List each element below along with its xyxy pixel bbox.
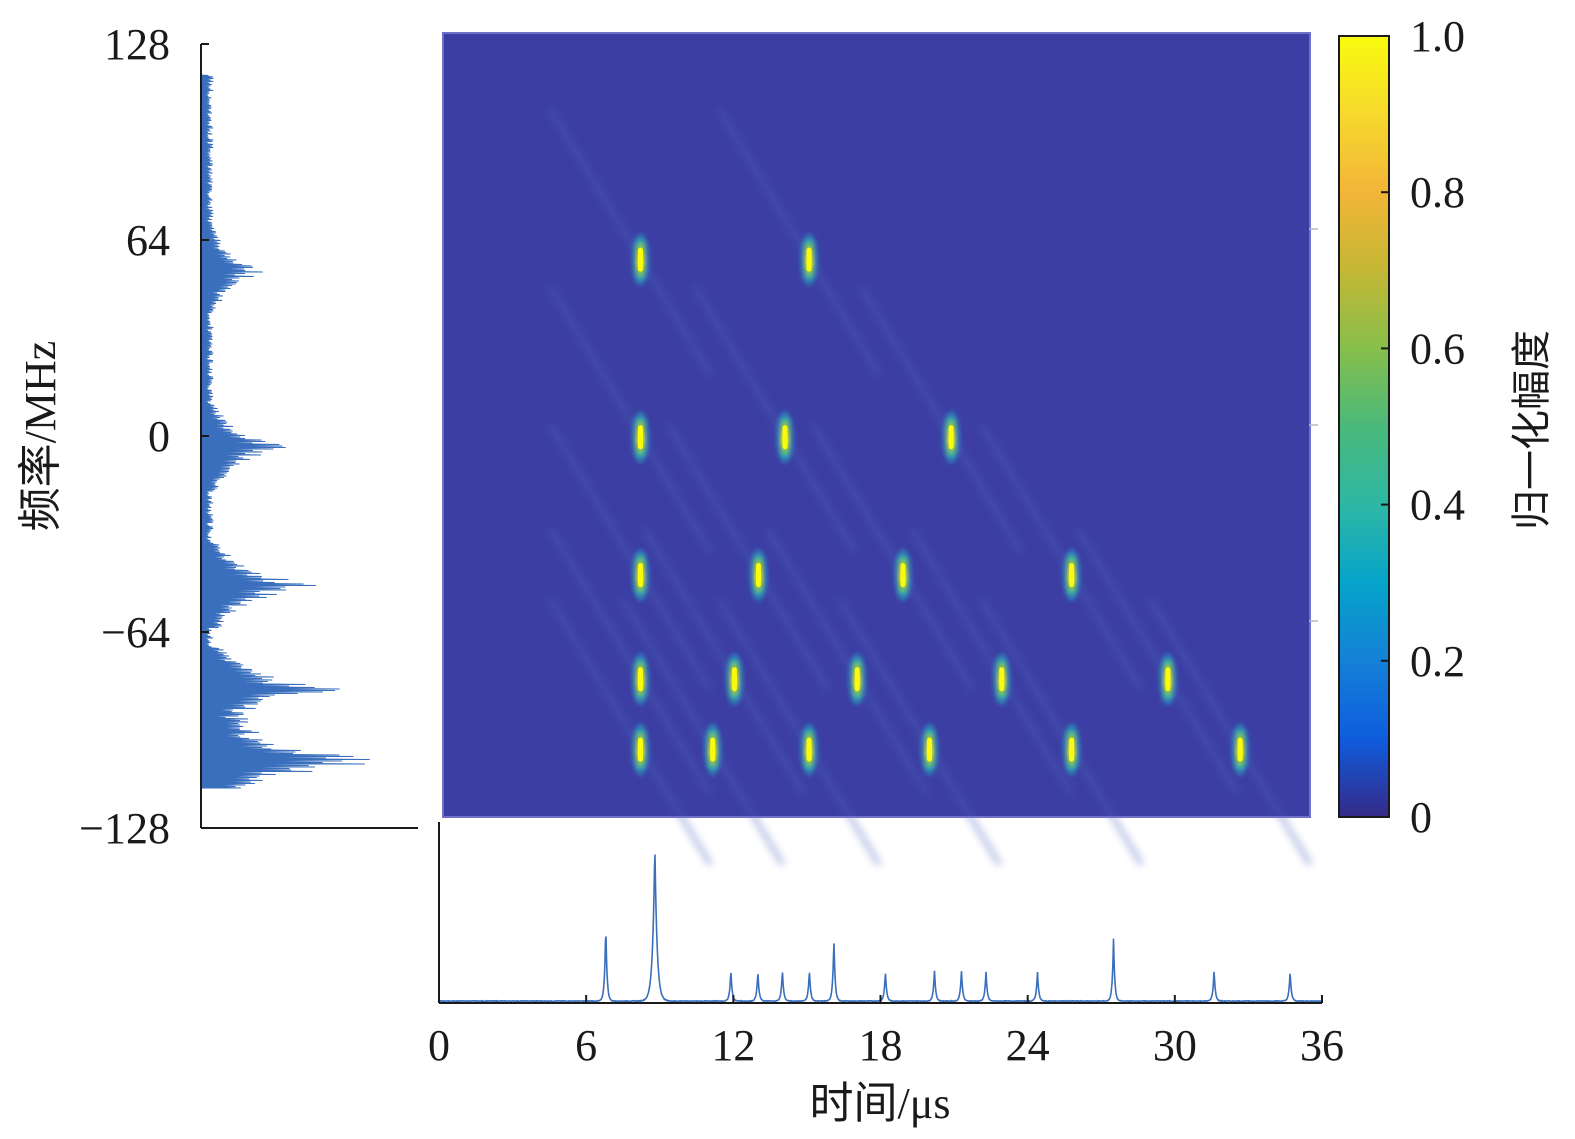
time-tick-label: 18: [859, 1021, 903, 1070]
heatmap-blob: [631, 723, 650, 776]
heatmap-blob: [631, 549, 650, 602]
frequency-marginal-panel: −128 −64 0 64 128 频率/MHz: [16, 20, 418, 853]
frequency-spectrum-line: [200, 74, 370, 789]
heatmap-streak: [716, 598, 882, 866]
heatmap-blob: [1062, 723, 1081, 776]
heatmap-blob: [1062, 549, 1081, 602]
heatmap-blob: [703, 723, 722, 776]
heatmap-panel: [442, 32, 1318, 866]
heatmap-streak: [620, 598, 785, 866]
time-axis-ticks: 0 6 12 18 24 30 36: [428, 995, 1344, 1070]
time-profile-line: [439, 854, 1323, 1003]
heatmap-blob: [800, 723, 819, 776]
heatmap-blob: [631, 653, 650, 706]
heatmap-blob: [775, 411, 794, 464]
colorbar-tick-label: 0.2: [1410, 637, 1465, 686]
heatmap-blob: [725, 653, 744, 706]
heatmap-streak: [548, 598, 713, 866]
heatmap-blob: [992, 653, 1011, 706]
time-tick-label: 6: [575, 1021, 597, 1070]
heatmap-streak: [548, 285, 713, 554]
frequency-tick-label: −128: [79, 804, 170, 853]
heatmap-streak: [716, 108, 882, 376]
heatmap-blob: [1231, 723, 1250, 776]
heatmap-streak: [692, 285, 858, 554]
colorbar-tick-label: 0.6: [1410, 324, 1465, 373]
colorbar-ticks: 0 0.2 0.4 0.6 0.8 1.0: [1381, 12, 1465, 842]
heatmap-blob: [893, 549, 912, 602]
colorbar-tick-label: 0.4: [1410, 481, 1465, 530]
heatmap-streak: [810, 423, 976, 692]
time-marginal-panel: 0 6 12 18 24 30 36 时间/μs: [428, 822, 1344, 1128]
time-tick-label: 30: [1153, 1021, 1197, 1070]
frequency-tick-label: 64: [126, 216, 170, 265]
time-axis-title: 时间/μs: [810, 1079, 951, 1128]
heatmap-streak: [642, 527, 807, 796]
heatmap-right-ticks: [1309, 228, 1318, 622]
colorbar-tick-label: 1.0: [1410, 12, 1465, 61]
heatmap-streak: [979, 598, 1144, 866]
colorbar-tick-label: 0.8: [1410, 168, 1465, 217]
time-tick-label: 36: [1300, 1021, 1344, 1070]
frequency-tick-label: 128: [104, 20, 170, 69]
heatmap-streak: [548, 527, 713, 796]
heatmap-streak: [979, 423, 1144, 692]
colorbar: 0 0.2 0.4 0.6 0.8 1.0 归一化幅度: [1338, 12, 1555, 842]
heatmap-blob: [800, 233, 819, 286]
time-tick-label: 12: [711, 1021, 755, 1070]
heatmap-streak: [1075, 527, 1241, 796]
frequency-tick-label: 0: [148, 412, 170, 461]
heatmap-blob: [942, 411, 961, 464]
heatmap-blob: [631, 233, 650, 286]
frequency-axis-ticks: −128 −64 0 64 128: [79, 20, 209, 853]
heatmap-blob: [920, 723, 939, 776]
heatmap-blobs: [631, 233, 1250, 776]
heatmap-streak: [837, 598, 1002, 866]
colorbar-tick-label: 0: [1410, 793, 1432, 842]
heatmap-blob: [848, 653, 867, 706]
heatmap-streak: [765, 527, 930, 796]
heatmap-blob: [631, 411, 650, 464]
frequency-axis-title: 频率/MHz: [16, 341, 65, 532]
heatmap-blob: [1158, 653, 1177, 706]
heatmap-streak: [1148, 598, 1313, 866]
time-tick-label: 0: [428, 1021, 450, 1070]
colorbar-gradient: [1338, 35, 1390, 818]
heatmap-streaks: [548, 63, 1313, 866]
heatmap-blob: [749, 549, 768, 602]
heatmap-streak: [909, 527, 1074, 796]
heatmap-streak: [548, 423, 713, 692]
heatmap-streak: [859, 285, 1024, 554]
colorbar-title: 归一化幅度: [1509, 330, 1555, 530]
time-tick-label: 24: [1006, 1021, 1050, 1070]
heatmap-streak: [548, 108, 713, 376]
heatmap-streak: [666, 423, 831, 692]
frequency-tick-label: −64: [101, 608, 170, 657]
